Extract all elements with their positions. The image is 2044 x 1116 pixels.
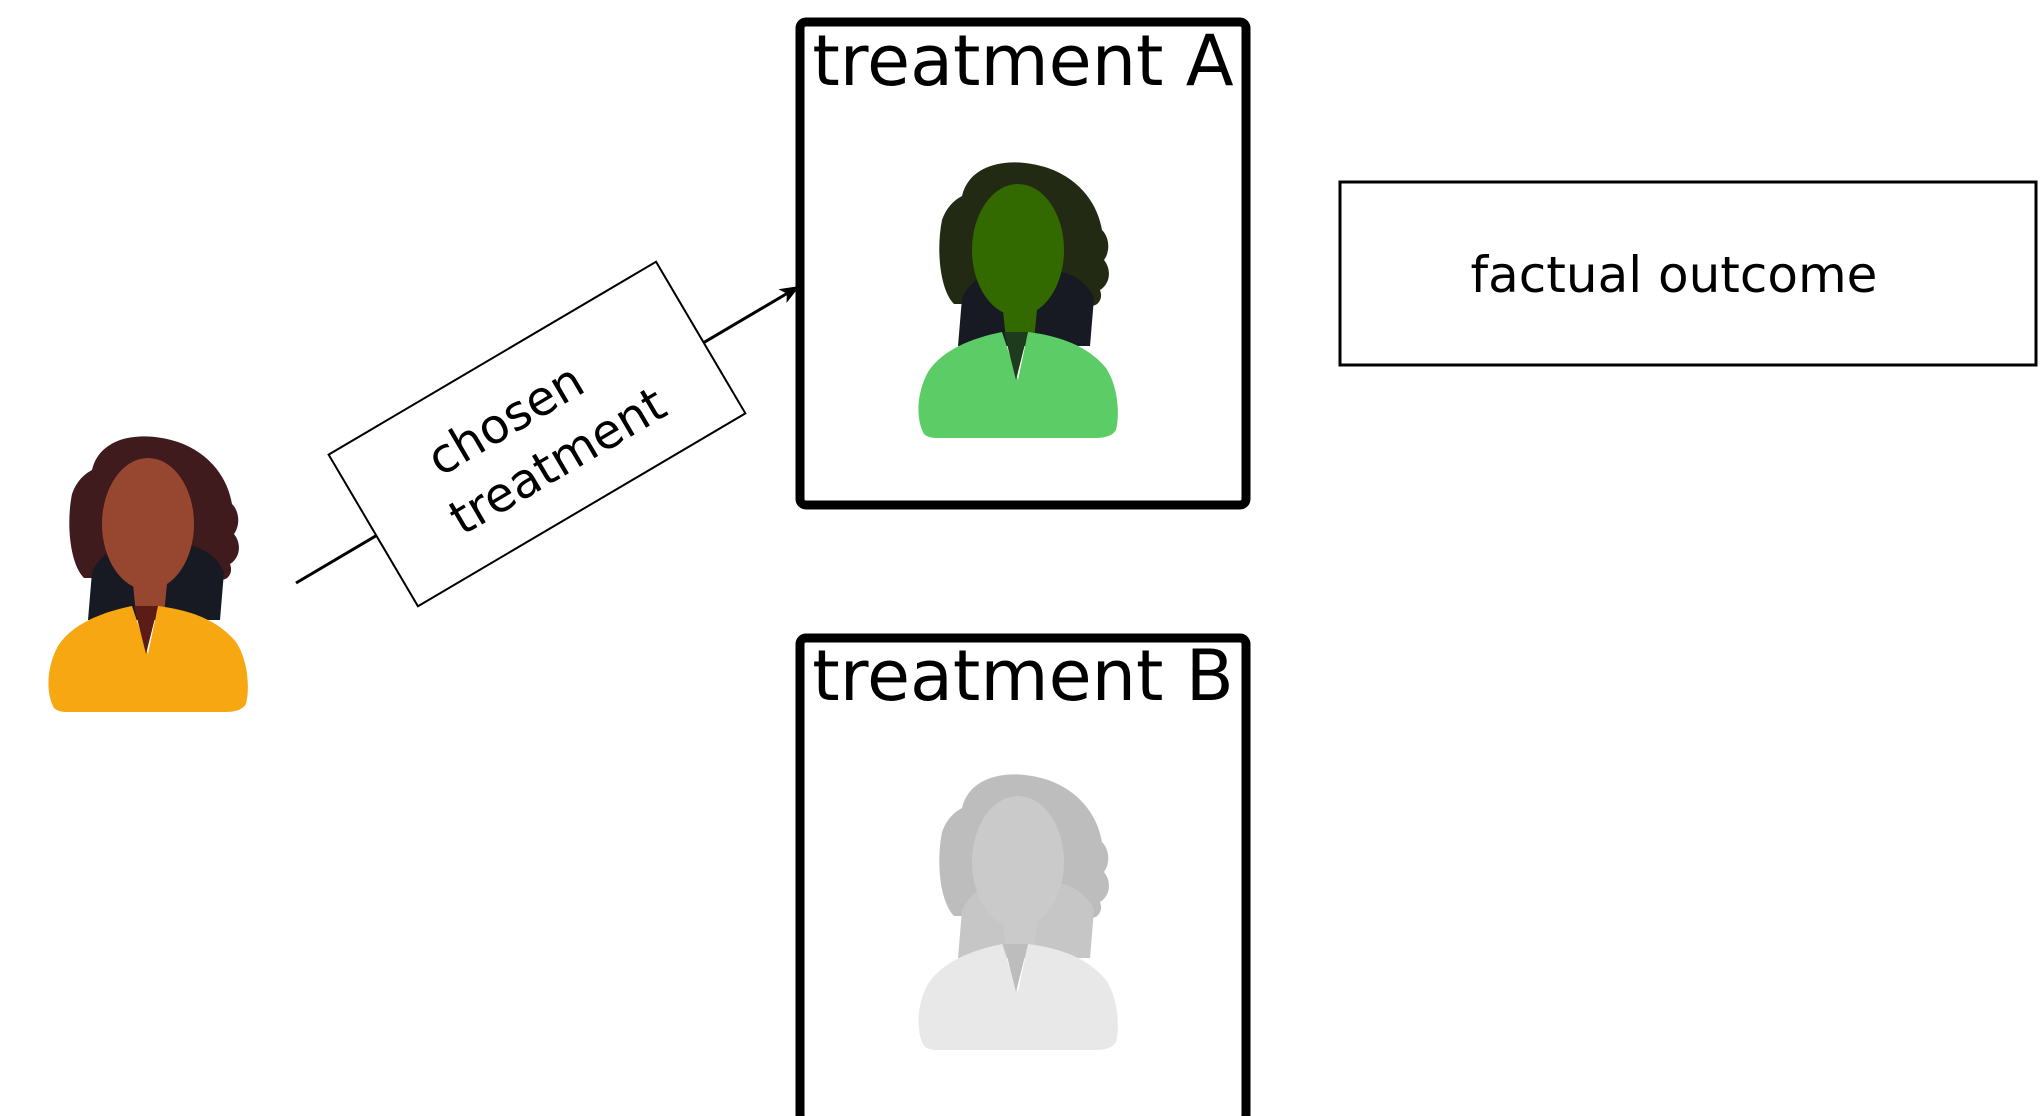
factual-outcome-box: factual outcome: [1338, 180, 2038, 367]
treatment-a-box: treatment A: [795, 17, 1251, 510]
chosen-treatment-label-box: chosen treatment: [327, 260, 747, 608]
patient-face: [102, 458, 194, 590]
treatment-a-title: treatment A: [812, 20, 1233, 102]
faded-person-icon: [918, 774, 1118, 1050]
patient-person-icon: [48, 436, 248, 712]
treated-person-icon: [918, 162, 1118, 438]
factual-outcome-label: factual outcome: [1471, 246, 1878, 304]
patient-shirt: [48, 606, 248, 712]
treatment-b-title: treatment B: [812, 635, 1233, 717]
treatment-b-box: treatment B: [795, 633, 1251, 1116]
